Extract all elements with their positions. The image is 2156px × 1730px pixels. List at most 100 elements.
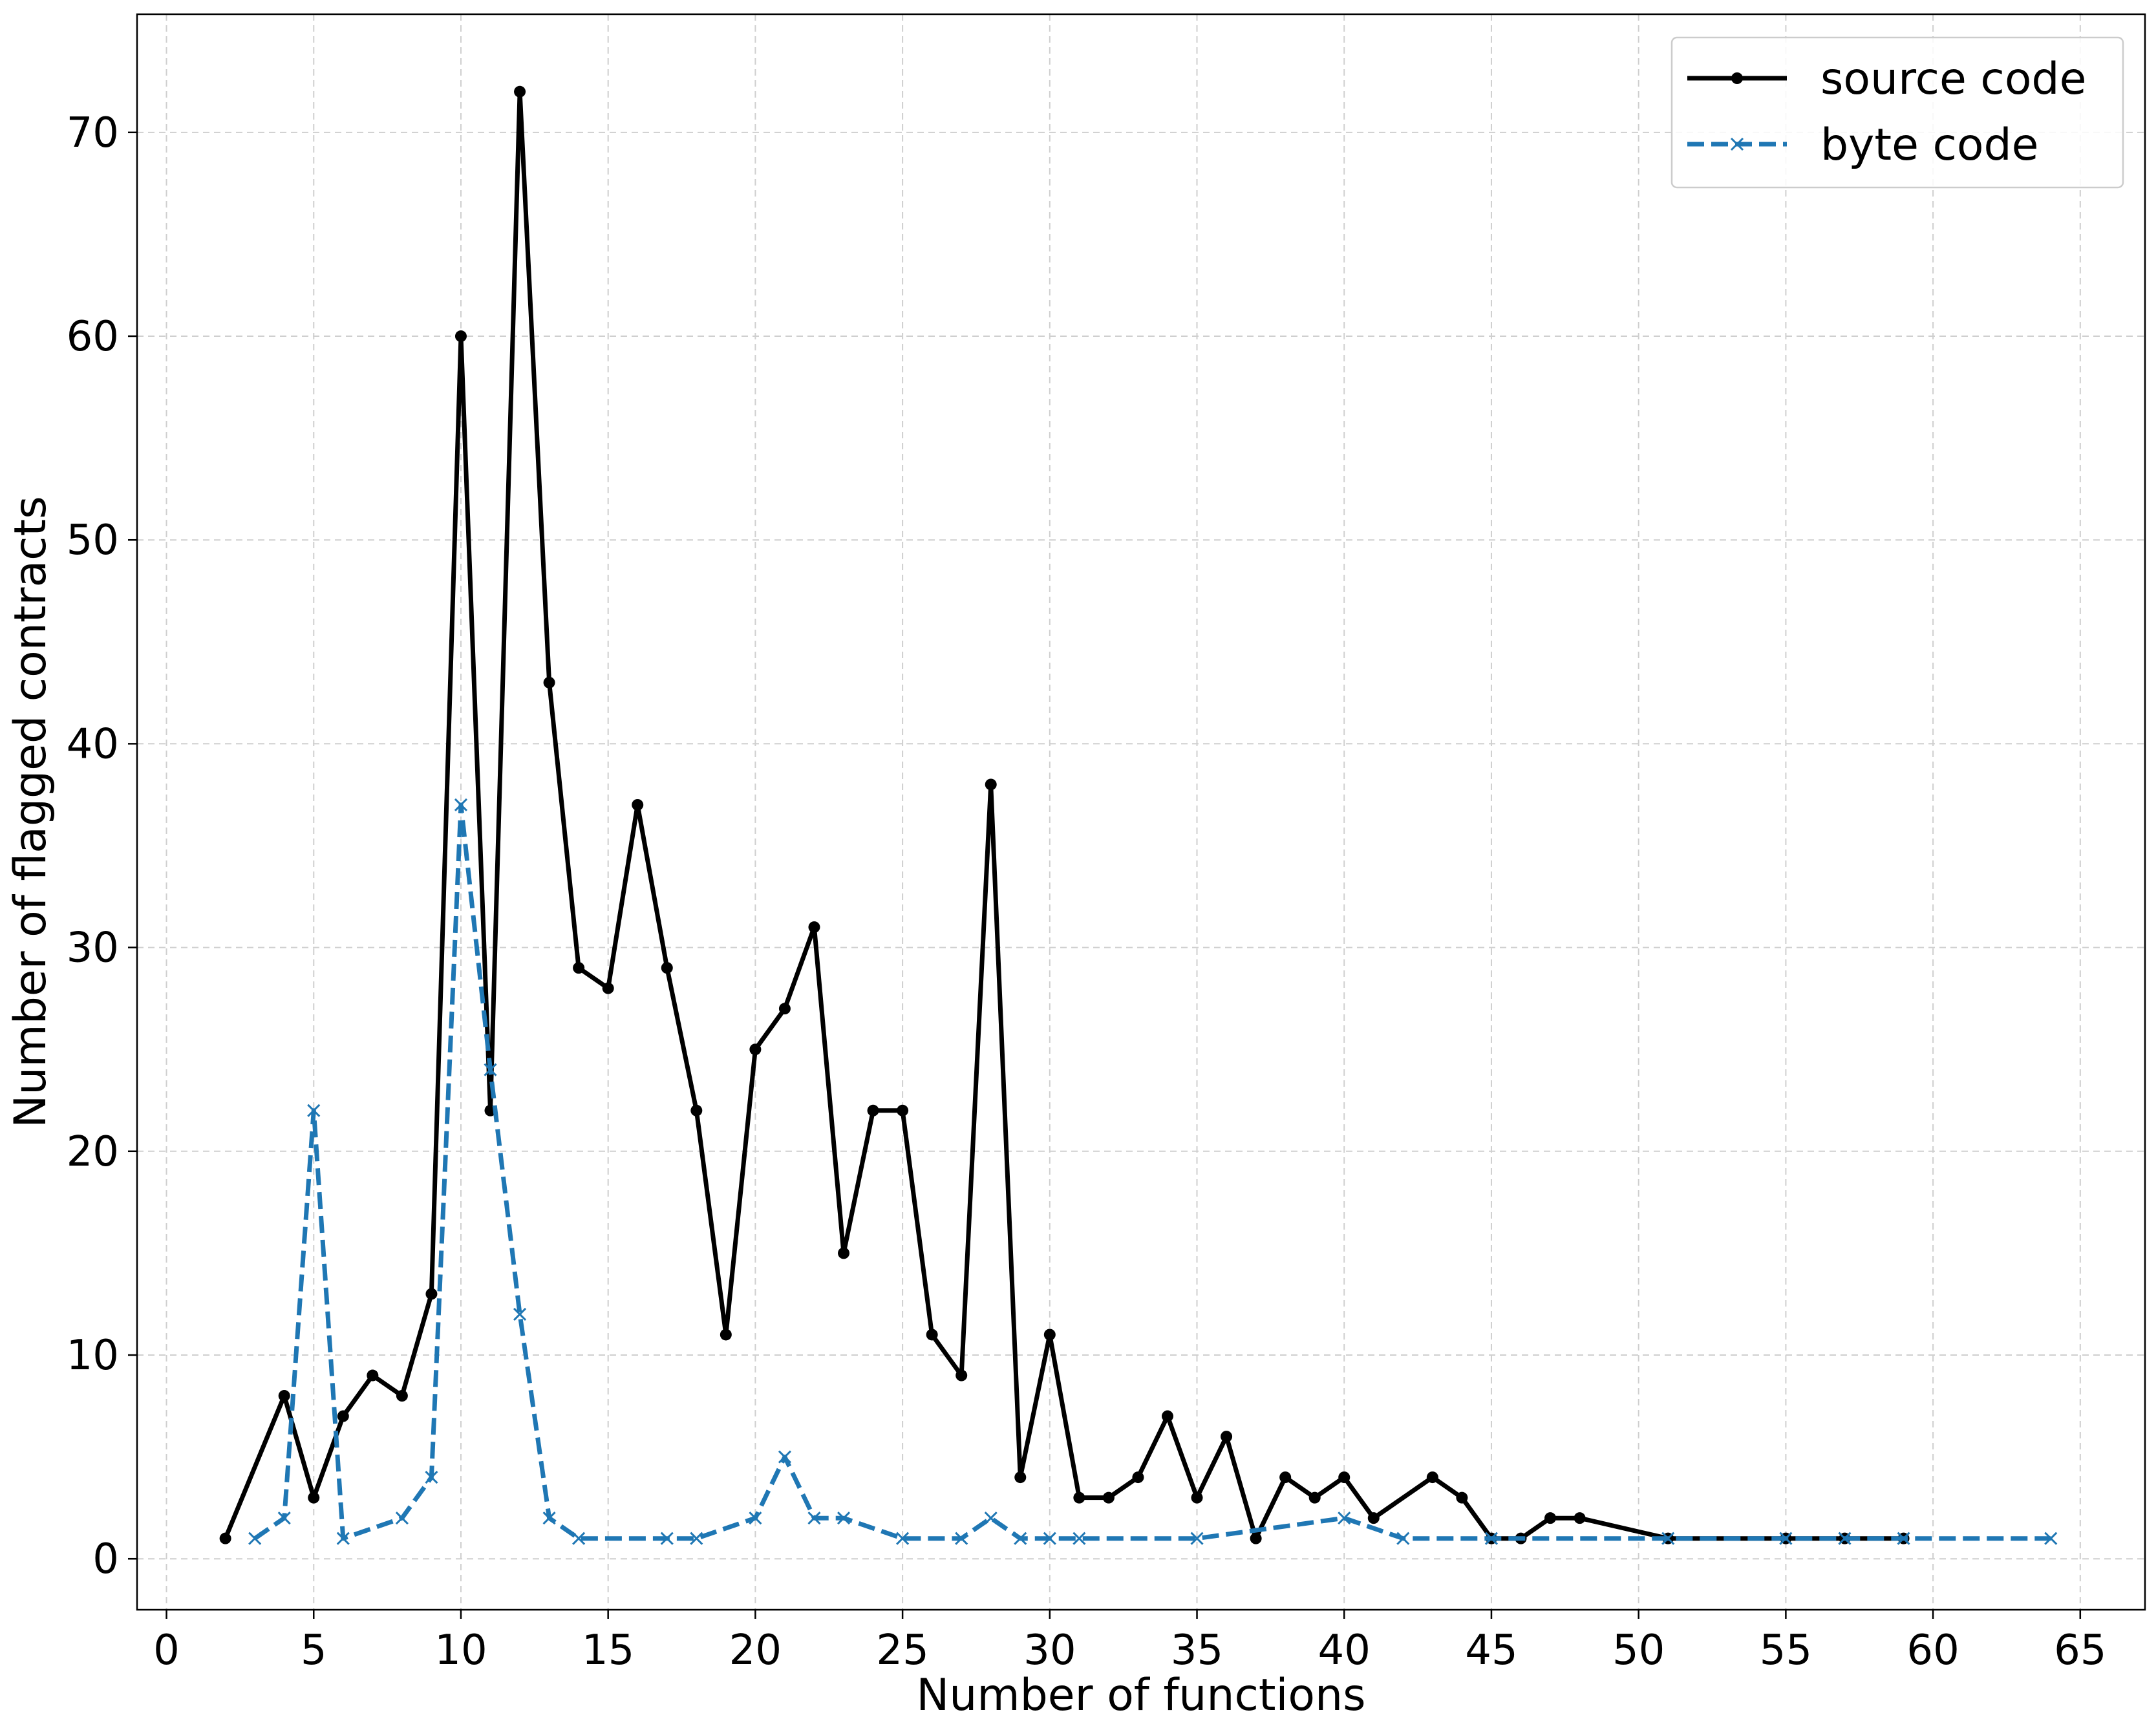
data-point: [720, 1329, 732, 1341]
series-byte-code: [248, 798, 2058, 1545]
x-axis-label: Number of functions: [916, 1670, 1365, 1721]
y-tick-label: 10: [67, 1332, 119, 1380]
data-point: [248, 1532, 262, 1545]
x-tick-label: 65: [2054, 1627, 2106, 1674]
data-point: [2044, 1532, 2058, 1545]
data-point: [955, 1369, 968, 1382]
data-point: [1250, 1532, 1262, 1544]
legend-label-source-code: source code: [1820, 54, 2086, 105]
legend-marker-stroke: [1730, 137, 1744, 151]
y-tick-label: 20: [67, 1128, 119, 1176]
data-point-x: [307, 1104, 321, 1117]
data-point-x: [484, 1063, 497, 1076]
data-point-x: [336, 1532, 350, 1545]
data-point: [1073, 1532, 1086, 1545]
data-point: [1367, 1512, 1380, 1524]
x-tick-label: 15: [582, 1627, 634, 1674]
y-tick-label: 30: [67, 924, 119, 972]
data-point: [1132, 1471, 1144, 1484]
data-point: [1161, 1410, 1173, 1422]
data-point: [837, 1511, 851, 1525]
data-point: [749, 1511, 762, 1525]
data-point: [808, 921, 820, 934]
data-point: [632, 798, 644, 811]
data-point: [897, 1104, 909, 1116]
data-point-x: [955, 1532, 968, 1545]
data-point: [454, 330, 467, 343]
data-point: [278, 1390, 290, 1402]
data-point: [661, 962, 673, 974]
x-tick-label: 50: [1612, 1627, 1665, 1674]
data-point: [1426, 1471, 1438, 1484]
x-tick-label: 55: [1760, 1627, 1812, 1674]
data-point: [1456, 1491, 1468, 1504]
data-point-x: [778, 1450, 791, 1464]
data-point: [1338, 1511, 1351, 1525]
y-tick-label: 0: [92, 1535, 119, 1583]
data-point-x: [807, 1511, 821, 1525]
data-point: [867, 1104, 879, 1116]
data-point-x: [1779, 1532, 1793, 1545]
data-point: [807, 1511, 821, 1525]
data-point: [1014, 1471, 1027, 1484]
data-point-x: [1661, 1532, 1675, 1545]
data-point: [277, 1511, 291, 1525]
data-point: [1221, 1431, 1233, 1443]
data-point-x: [1396, 1532, 1410, 1545]
data-point: [1043, 1329, 1056, 1341]
data-point: [337, 1410, 349, 1422]
series-source-code: [219, 85, 1910, 1544]
data-point-x: [1043, 1532, 1056, 1545]
data-point: [573, 962, 585, 974]
axis-ticks: 0 5 10 15 20 25 30 35 40 45 50 55 60 65 0 10 20 30 40 50 60 7…: [67, 109, 2107, 1674]
data-point: [425, 1471, 438, 1484]
plot-area-frame: [136, 13, 2146, 1611]
series-line: [223, 89, 1904, 1541]
data-point: [690, 1532, 703, 1545]
data-point: [1897, 1532, 1910, 1545]
data-point-x: [1897, 1532, 1910, 1545]
x-tick-label: 5: [301, 1627, 327, 1674]
data-point-x: [1190, 1532, 1204, 1545]
data-point: [984, 1511, 998, 1525]
data-point: [543, 676, 555, 689]
y-tick-label: 50: [67, 517, 119, 564]
data-point: [602, 982, 614, 994]
data-point-x: [1338, 1511, 1351, 1525]
x-tick-label: 30: [1023, 1627, 1076, 1674]
data-point: [572, 1532, 586, 1545]
data-point: [1308, 1491, 1321, 1504]
data-point-x: [248, 1532, 262, 1545]
data-point: [514, 85, 526, 98]
data-point-x: [1484, 1532, 1499, 1545]
data-point-x: [542, 1511, 556, 1525]
data-point: [1279, 1471, 1292, 1484]
series-line: [253, 802, 2051, 1541]
y-tick-label: 60: [67, 313, 119, 361]
data-point: [896, 1532, 910, 1545]
data-point: [396, 1390, 408, 1402]
data-point-x: [690, 1532, 703, 1545]
data-point-x: [277, 1511, 291, 1525]
legend-marker-source-code: [1731, 72, 1743, 84]
data-point-x: [513, 1307, 527, 1321]
data-point: [542, 1511, 556, 1525]
data-point: [454, 798, 468, 812]
data-point: [1484, 1532, 1499, 1545]
x-tick-label: 25: [876, 1627, 928, 1674]
data-point-x: [454, 798, 468, 812]
data-point-x: [395, 1511, 409, 1525]
data-point: [367, 1369, 379, 1382]
data-point: [985, 778, 997, 791]
y-tick-label: 70: [67, 109, 119, 157]
data-point: [513, 1307, 527, 1321]
data-point: [1043, 1532, 1056, 1545]
data-point: [1014, 1532, 1027, 1545]
data-point: [1190, 1532, 1204, 1545]
data-point: [1396, 1532, 1410, 1545]
data-point: [1544, 1512, 1557, 1524]
data-point: [1574, 1512, 1586, 1524]
data-point: [1338, 1471, 1350, 1484]
data-point: [1073, 1491, 1085, 1504]
data-point-x: [837, 1511, 851, 1525]
